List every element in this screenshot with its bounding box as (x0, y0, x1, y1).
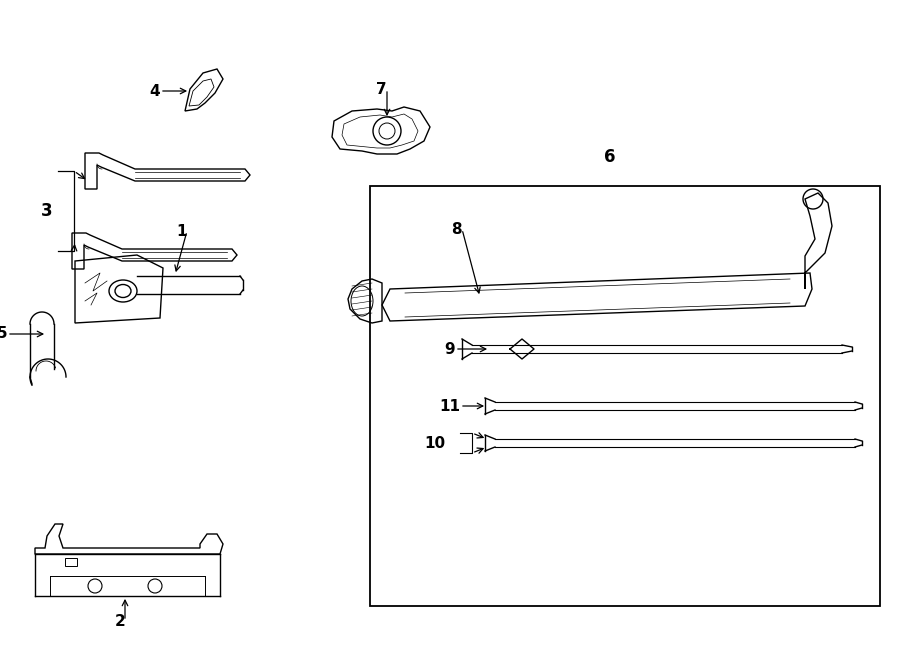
Text: 9: 9 (445, 342, 455, 356)
Text: 11: 11 (439, 399, 460, 414)
Bar (65, 558, 77, 566)
Text: 10: 10 (424, 436, 445, 451)
Text: 1: 1 (176, 223, 187, 239)
Text: 7: 7 (376, 81, 387, 97)
Text: 2: 2 (114, 613, 125, 629)
Text: 6: 6 (604, 148, 616, 166)
Text: 3: 3 (41, 202, 53, 220)
Text: 8: 8 (452, 221, 462, 237)
Text: 4: 4 (149, 83, 160, 98)
Bar (370, 186, 880, 606)
Text: 5: 5 (0, 327, 7, 342)
